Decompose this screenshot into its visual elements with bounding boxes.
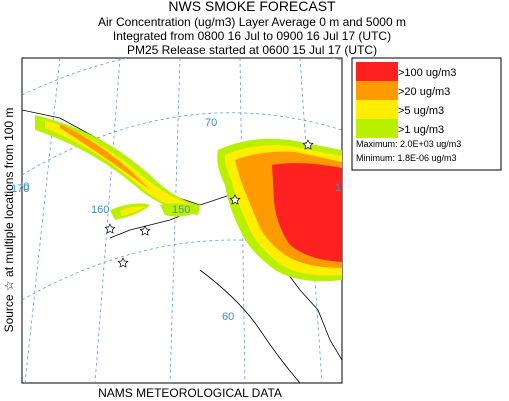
map: 70 170 160 150 60 130 170 bbox=[11, 57, 353, 384]
legend-maximum: Maximum: 2.0E+03 ug/m3 bbox=[356, 139, 461, 149]
subtitle: PM25 Release started at 0600 15 Jul 17 (… bbox=[127, 43, 377, 57]
legend-swatch bbox=[356, 81, 398, 100]
legend-swatch bbox=[356, 100, 398, 119]
subtitle: Air Concentration (ug/m3) Layer Average … bbox=[98, 15, 406, 29]
legend-label: >20 ug/m3 bbox=[398, 86, 450, 98]
grid-label: 60 bbox=[222, 311, 234, 323]
legend-label: >5 ug/m3 bbox=[398, 105, 444, 117]
smoke-area bbox=[272, 163, 342, 262]
smoke-area bbox=[60, 124, 150, 190]
grid-label: 130 bbox=[335, 182, 353, 194]
footer: NAMS METEOROLOGICAL DATA bbox=[98, 386, 282, 400]
grid-line bbox=[22, 112, 342, 176]
legend: >100 ug/m3 >20 ug/m3 >5 ug/m3 >1 ug/m3 Maxi… bbox=[351, 57, 502, 171]
legend-label: >100 ug/m3 bbox=[398, 67, 456, 79]
grid-line bbox=[24, 58, 61, 383]
coastline bbox=[109, 213, 186, 239]
smoke-area bbox=[160, 203, 200, 217]
grid-label: 150 bbox=[172, 204, 190, 216]
legend-minimum: Minimum: 1.8E-06 ug/m3 bbox=[356, 153, 457, 163]
smoke-area bbox=[120, 206, 145, 216]
grid-line bbox=[94, 58, 121, 383]
side-label: Source ☆ at multiple locations from 100 … bbox=[2, 108, 16, 333]
grid-label: 170 bbox=[11, 181, 29, 193]
subtitle: Integrated from 0800 16 Jul to 0900 16 J… bbox=[113, 29, 391, 43]
title: NWS SMOKE FORECAST bbox=[168, 0, 336, 14]
grid-label: 170 bbox=[11, 183, 29, 195]
legend-label: >1 ug/m3 bbox=[398, 124, 444, 136]
legend-swatch bbox=[356, 119, 398, 138]
grid-label: 70 bbox=[205, 117, 217, 129]
source-markers bbox=[104, 139, 314, 268]
legend-swatch bbox=[356, 62, 398, 81]
grid-line bbox=[169, 58, 181, 383]
grid-label: 160 bbox=[91, 204, 109, 216]
coastline bbox=[199, 269, 301, 383]
